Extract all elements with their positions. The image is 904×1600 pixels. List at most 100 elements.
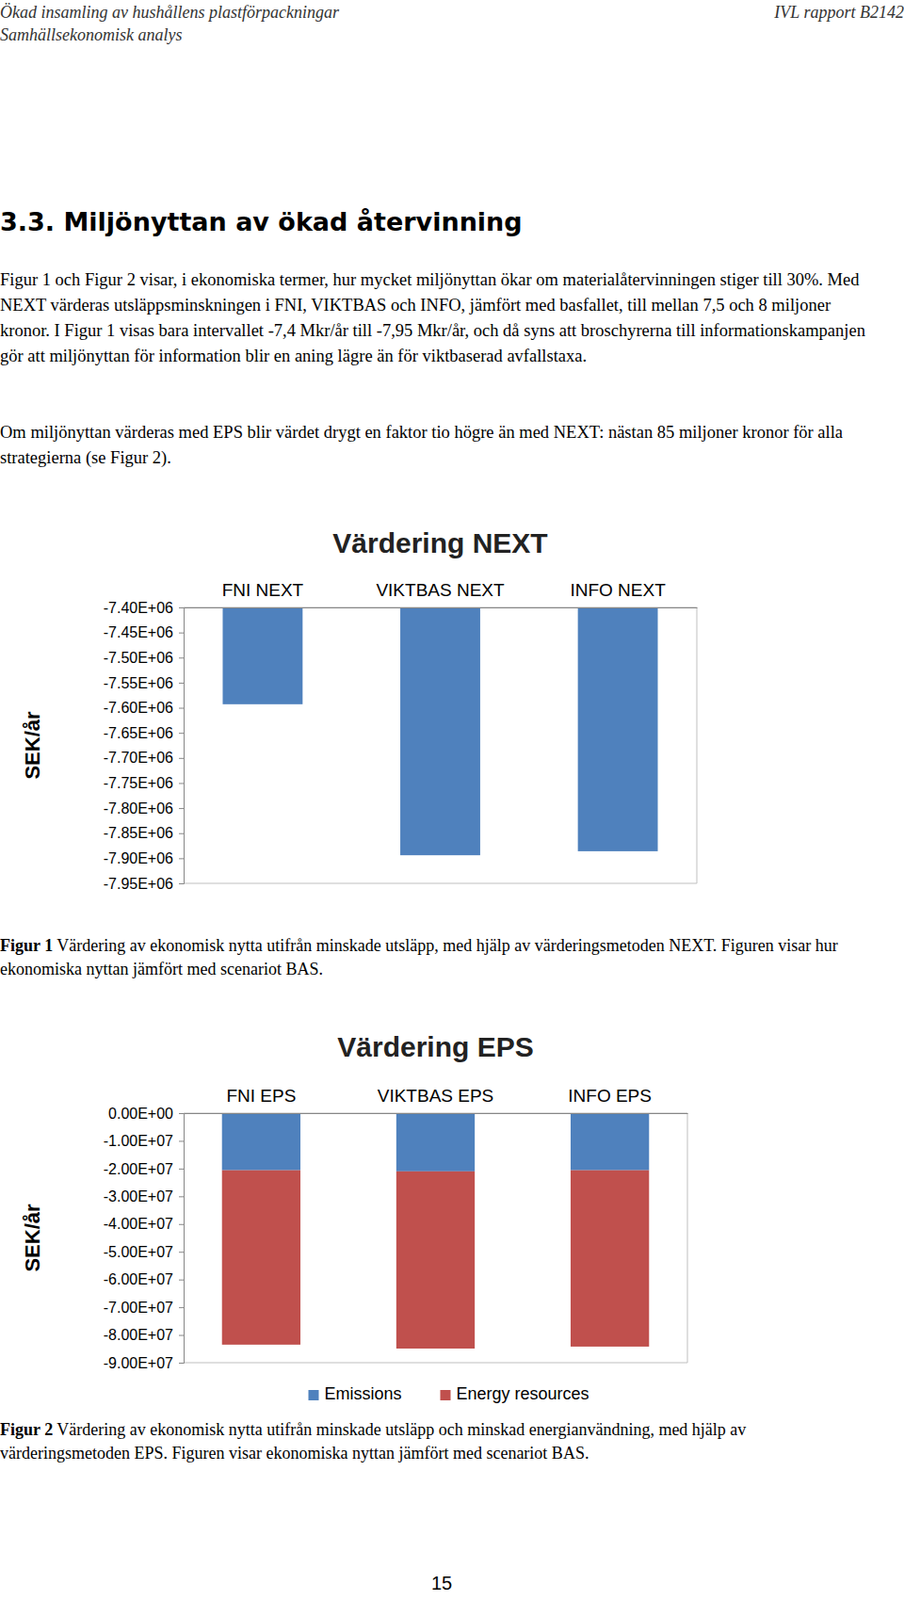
- tick-mark: [178, 1140, 184, 1142]
- tick-mark: [178, 1195, 184, 1197]
- y-tick: -7.55E+06: [103, 675, 184, 692]
- chart-title: Värdering EPS: [337, 1031, 533, 1063]
- plot-frame: [183, 883, 697, 885]
- x-tick: VIKTBAS EPS: [377, 1085, 495, 1114]
- y-tick: -7.85E+06: [103, 824, 184, 841]
- y-tick: -7.50E+06: [103, 649, 184, 666]
- page-number: 15: [431, 1572, 452, 1595]
- caption-label: Figur 1: [0, 936, 53, 955]
- legend-swatch: [440, 1389, 452, 1401]
- heading: 3.3. Miljönyttan av ökad återvinning: [0, 207, 523, 237]
- y-tick: -6.00E+07: [103, 1271, 184, 1288]
- x-tick: INFO EPS: [567, 1085, 652, 1114]
- tick-mark: [178, 708, 184, 710]
- x-tick: FNI NEXT: [222, 580, 305, 608]
- plot-frame: [183, 607, 697, 609]
- tick-label: -9.00E+07: [103, 1355, 174, 1372]
- tick-label: INFO NEXT: [569, 580, 666, 600]
- axis-line: [178, 1113, 185, 1364]
- caption-label: Figur 2: [0, 1420, 53, 1439]
- axis-line: [184, 607, 698, 609]
- legend: Emissions Energy resources: [308, 1384, 590, 1404]
- y-tick: -4.00E+07: [103, 1215, 184, 1232]
- tick-mark: [178, 1113, 184, 1114]
- tick-mark: [178, 1224, 184, 1226]
- tick-label: FNI EPS: [226, 1085, 296, 1106]
- tick-label: VIKTBAS NEXT: [375, 580, 505, 600]
- tick-mark: [178, 1307, 184, 1308]
- tick-label: -6.00E+07: [103, 1271, 174, 1288]
- bar: [396, 1113, 475, 1172]
- y-tick: -7.95E+06: [103, 875, 184, 892]
- y-tick: -7.65E+06: [103, 725, 184, 742]
- tick-mark: [178, 857, 184, 859]
- y-tick: -7.00E+07: [103, 1299, 184, 1316]
- tick-label: FNI NEXT: [222, 580, 305, 600]
- chart: Värdering NEXT-7.40E+06-7.45E+06-7.50E+0…: [0, 513, 904, 900]
- x-axis: FNI EPS VIKTBAS EPS INFO EPS: [184, 1085, 689, 1114]
- y-tick: 0.00E+00: [108, 1105, 184, 1122]
- tick-label: -3.00E+07: [103, 1188, 174, 1205]
- tick-label: -8.00E+07: [103, 1326, 174, 1343]
- tick-mark: [178, 632, 184, 634]
- chart: Värdering EPS 0.00E+00 -1.00E+07 -2.00E+07 -…: [0, 1017, 904, 1413]
- legend-label: Energy resources: [456, 1384, 590, 1404]
- tick-mark: [178, 732, 184, 734]
- x-tick: VIKTBAS NEXT: [375, 580, 505, 608]
- header-left: Samhällsekonomisk analys: [0, 24, 182, 46]
- tick-mark: [178, 758, 184, 759]
- y-tick: -2.00E+07: [103, 1161, 184, 1178]
- y-tick: -7.40E+06: [103, 599, 184, 616]
- plot-frame: [696, 607, 698, 884]
- tick-label: -7.80E+06: [103, 800, 174, 817]
- tick-label: 0.00E+00: [108, 1105, 174, 1122]
- tick-mark: [178, 1251, 184, 1253]
- tick-label: -7.45E+06: [103, 624, 174, 641]
- caption-text: Värdering av ekonomisk nytta utifrån min…: [0, 936, 839, 979]
- x-tick: INFO NEXT: [569, 580, 666, 608]
- x-axis: FNI NEXT VIKTBAS NEXT INFO NEXT: [184, 580, 698, 609]
- x-tick: FNI EPS: [226, 1085, 296, 1114]
- tick-mark: [178, 807, 184, 809]
- axis-line: [178, 608, 185, 885]
- y-tick: -7.75E+06: [103, 774, 184, 791]
- tick-mark: [178, 1168, 184, 1170]
- tick-label: -7.60E+06: [103, 699, 174, 716]
- y-tick: -3.00E+07: [103, 1188, 184, 1205]
- tick-mark: [178, 607, 184, 609]
- header-left: Ökad insamling av hushållens plastförpac…: [0, 1, 339, 23]
- tick-label: -5.00E+07: [103, 1243, 174, 1260]
- tick-mark: [178, 1362, 184, 1364]
- tick-label: -7.50E+06: [103, 649, 174, 666]
- tick-label: -4.00E+07: [103, 1215, 174, 1232]
- y-tick: -7.60E+06: [103, 699, 184, 716]
- plot-frame: [687, 1113, 689, 1363]
- legend-swatch: [308, 1389, 320, 1401]
- plot-frame: [183, 1362, 688, 1364]
- bar: [222, 1170, 301, 1345]
- bar: [578, 607, 659, 852]
- tick-label: -7.55E+06: [103, 675, 174, 692]
- tick-label: -7.70E+06: [103, 749, 174, 766]
- tick-label: -1.00E+07: [103, 1132, 174, 1149]
- tick-label: -2.00E+07: [103, 1161, 174, 1178]
- y-tick: -7.70E+06: [103, 749, 184, 766]
- y-tick: -1.00E+07: [103, 1132, 184, 1149]
- legend-label: Emissions: [324, 1384, 403, 1404]
- axis-title: SEK/år: [20, 1203, 45, 1273]
- paragraph: Figur 1 och Figur 2 visar, i ekonomiska …: [0, 267, 872, 370]
- tick-mark: [178, 833, 184, 835]
- y-tick: -9.00E+07: [103, 1355, 184, 1372]
- tick-label: VIKTBAS EPS: [377, 1085, 495, 1106]
- tick-label: -7.85E+06: [103, 824, 174, 841]
- bar: [570, 1113, 649, 1171]
- tick-mark: [178, 682, 184, 684]
- bar: [222, 607, 303, 705]
- caption: Figur 1 Värdering av ekonomisk nytta uti…: [0, 934, 872, 982]
- paragraph: Om miljönyttan värderas med EPS blir vär…: [0, 419, 872, 471]
- bar: [570, 1170, 649, 1347]
- tick-mark: [178, 1279, 184, 1281]
- tick-label: -7.95E+06: [103, 875, 174, 892]
- bar: [396, 1171, 475, 1349]
- plot-frame: [183, 1113, 688, 1114]
